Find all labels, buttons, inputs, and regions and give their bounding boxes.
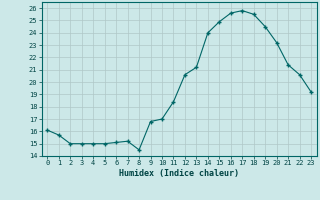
X-axis label: Humidex (Indice chaleur): Humidex (Indice chaleur) — [119, 169, 239, 178]
